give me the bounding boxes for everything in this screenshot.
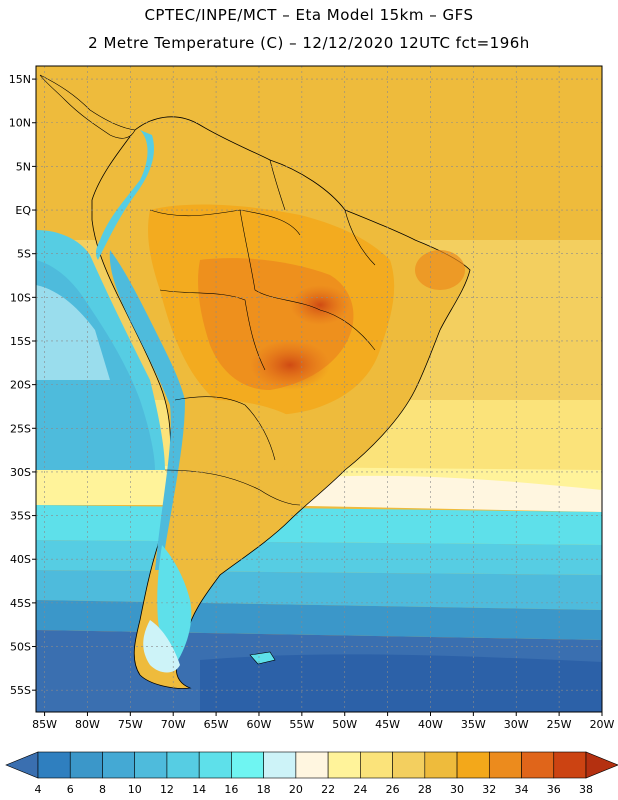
falkland-islands <box>249 651 276 665</box>
band-cold6 <box>200 654 602 712</box>
andes-north <box>95 130 155 260</box>
hot-core <box>250 340 330 390</box>
hot-core-2 <box>290 285 350 325</box>
colorbar-label: 38 <box>579 783 593 796</box>
colorbar-segment <box>327 751 361 779</box>
colorbar-over-arrow <box>585 751 618 779</box>
colorbar-segment <box>102 751 136 779</box>
colorbar-segment <box>456 751 490 779</box>
central-america <box>39 74 136 139</box>
lon-label: 30W <box>504 718 529 731</box>
map-frame <box>35 65 603 713</box>
lat-label: 30S <box>10 466 31 479</box>
colorbar-label: 20 <box>289 783 303 796</box>
lon-label: 70W <box>161 718 186 731</box>
lon-label: 40W <box>418 718 443 731</box>
pacific-pale <box>36 285 110 380</box>
colorbar-label: 14 <box>192 783 206 796</box>
lat-label: 25S <box>10 422 31 435</box>
lat-label: 40S <box>10 553 31 566</box>
lat-label: 15S <box>10 335 31 348</box>
colorbar-segment <box>360 751 393 779</box>
lon-label: 65W <box>204 718 229 731</box>
colorbar-label: 6 <box>67 783 74 796</box>
band-cold2 <box>36 540 602 575</box>
lat-label: 35S <box>10 510 31 523</box>
lon-label: 85W <box>32 718 57 731</box>
patagonia-andes <box>157 545 192 665</box>
map-field <box>36 66 602 712</box>
colorbar-segment <box>69 751 103 779</box>
colorbar-segment <box>231 751 264 779</box>
lat-label: 20S <box>10 379 31 392</box>
country-borders <box>149 159 376 506</box>
colorbar-label: 10 <box>128 783 142 796</box>
lon-label: 20W <box>590 718 615 731</box>
lon-label: 50W <box>332 718 357 731</box>
lat-label: 5N <box>16 160 31 173</box>
lat-label: 55S <box>10 684 31 697</box>
colorbar: 4 6 8 10 12 14 16 18 20 22 24 26 28 30 32 34 36 38 <box>5 751 618 796</box>
lon-label: 25W <box>547 718 572 731</box>
lon-label: 60W <box>247 718 272 731</box>
lat-label: 10S <box>10 291 31 304</box>
colorbar-label: 36 <box>547 783 561 796</box>
colorbar-label: 34 <box>515 783 529 796</box>
colorbar-label: 28 <box>418 783 432 796</box>
colorbar-segment <box>553 751 587 779</box>
longitude-axis: 85W 80W 75W 70W 65W 60W 55W 50W 45W 40W 35W 30W 25W 2… <box>32 712 615 731</box>
lon-label: 80W <box>75 718 100 731</box>
colorbar-segment <box>521 751 555 779</box>
colorbar-label: 4 <box>35 783 42 796</box>
lat-label: 45S <box>10 597 31 610</box>
colorbar-label: 22 <box>321 783 335 796</box>
lon-label: 55W <box>289 718 314 731</box>
chart-title-line1: CPTEC/INPE/MCT – Eta Model 15km – GFS <box>144 6 474 24</box>
colorbar-label: 24 <box>353 783 367 796</box>
colorbar-segment <box>392 751 426 779</box>
colorbar-segment <box>37 751 71 779</box>
colorbar-label: 18 <box>257 783 271 796</box>
colorbar-segment <box>198 751 232 779</box>
colorbar-label: 16 <box>224 783 238 796</box>
colorbar-segment <box>424 751 458 779</box>
colorbar-segment <box>134 751 168 779</box>
chart-title-line2: 2 Metre Temperature (C) – 12/12/2020 12U… <box>88 34 530 52</box>
colorbar-segment <box>263 751 297 779</box>
lat-label: 5S <box>17 248 31 261</box>
colorbar-label: 8 <box>99 783 106 796</box>
hot-ne <box>415 250 465 290</box>
lat-label: 50S <box>10 641 31 654</box>
graticule <box>36 66 602 712</box>
lat-label: 10N <box>9 117 31 130</box>
andes-central <box>109 250 185 570</box>
band-cold1 <box>36 505 602 545</box>
colorbar-segment <box>488 751 522 779</box>
colorbar-segment <box>166 751 200 779</box>
lat-label: 15N <box>9 73 31 86</box>
lon-label: 75W <box>118 718 143 731</box>
colorbar-label: 32 <box>482 783 496 796</box>
lon-label: 45W <box>375 718 400 731</box>
colorbar-label: 30 <box>450 783 464 796</box>
colorbar-under-arrow <box>5 751 39 779</box>
colorbar-label: 26 <box>386 783 400 796</box>
southern-plains <box>195 400 310 491</box>
lon-label: 35W <box>461 718 486 731</box>
latitude-axis: 15N 10N 5N EQ 5S 10S 15S 20S 25S 30S 35S 40S 45S 50S 5… <box>9 73 36 697</box>
lat-label: EQ <box>15 204 31 217</box>
colorbar-label: 12 <box>160 783 174 796</box>
colorbar-segment <box>295 751 329 779</box>
